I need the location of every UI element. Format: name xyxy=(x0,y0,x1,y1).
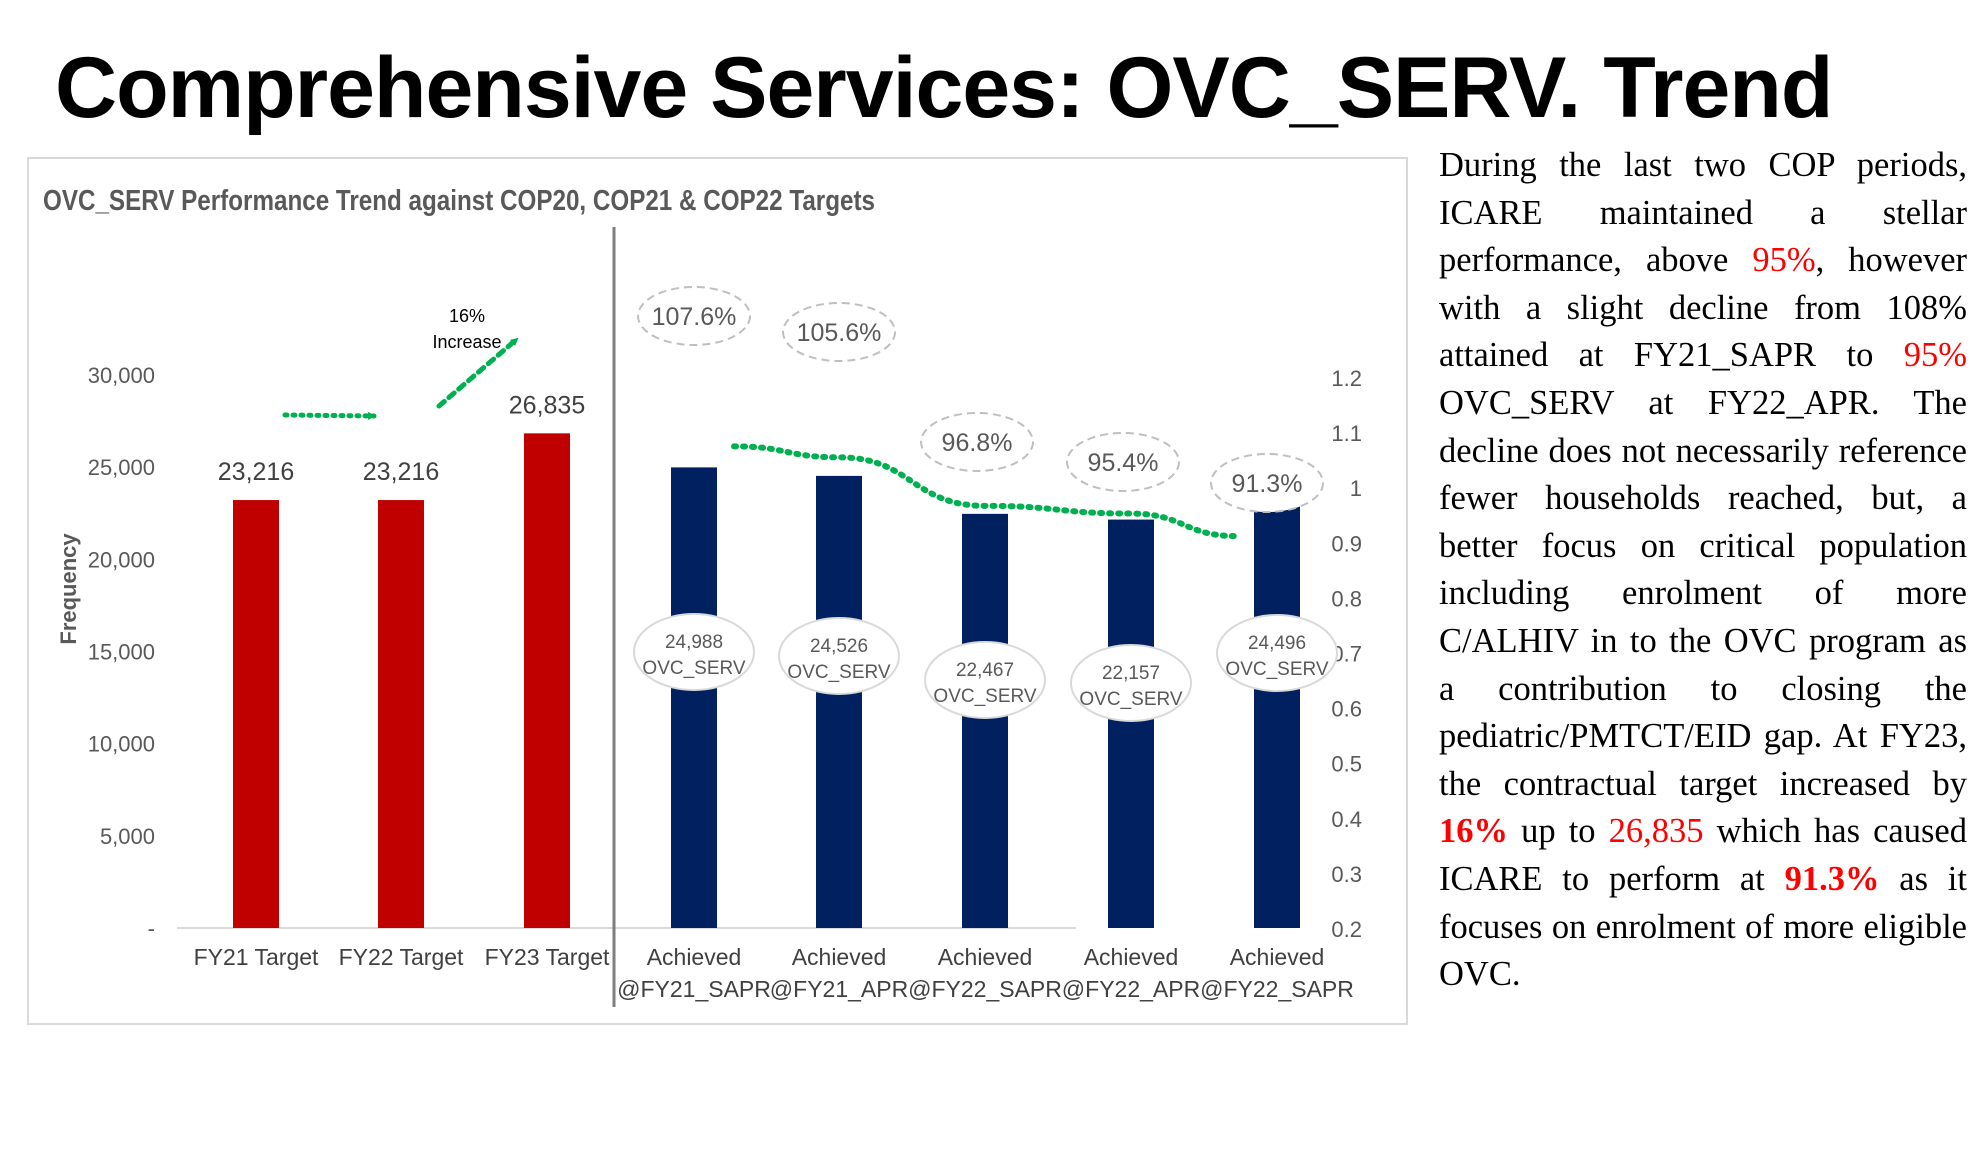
target-value-label: 23,216 xyxy=(218,458,294,486)
achieved-value-label: 24,526 OVC_SERV xyxy=(778,617,900,695)
narrative-segment: , however with a slight decline from 108… xyxy=(1439,241,1967,375)
chart: OVC_SERV Performance Trend against COP20… xyxy=(43,185,1362,1007)
highlight-figure-bold: 16% xyxy=(1439,812,1508,851)
y-tick-label: 25,000 xyxy=(88,455,155,480)
y2-tick-label: 0.3 xyxy=(1331,862,1362,887)
achieved-bar xyxy=(816,475,862,928)
svg-text:24,496: 24,496 xyxy=(1248,633,1306,654)
y2-tick-label: 0.8 xyxy=(1331,586,1362,611)
svg-text:24,526: 24,526 xyxy=(810,636,868,657)
performance-label: 107.6% xyxy=(637,286,751,346)
flat-target-arrow xyxy=(282,411,377,420)
y2-axis-ticks: 0.20.30.40.50.60.70.80.911.11.2 xyxy=(1331,366,1362,942)
narrative-segment: as it focuses on enrolment of more eligi… xyxy=(1439,859,1967,994)
target-bar xyxy=(524,433,570,928)
x-tick-label: Achieved xyxy=(938,944,1033,970)
y2-tick-label: 0.9 xyxy=(1331,531,1362,556)
svg-text:91.3%: 91.3% xyxy=(1232,470,1303,498)
slide-title: Comprehensive Services: OVC_SERV. Trend xyxy=(55,40,1833,136)
increase-annotation: 16% Increase xyxy=(432,306,501,352)
svg-text:107.6%: 107.6% xyxy=(652,303,737,331)
y-tick-label: 30,000 xyxy=(88,363,155,388)
y-axis-label: Frequency xyxy=(56,533,81,645)
performance-trend-line xyxy=(731,443,1240,540)
x-tick-label: @FY22_SAPR xyxy=(1200,976,1354,1002)
y2-tick-label: 1.2 xyxy=(1331,366,1362,391)
svg-text:OVC_SERV: OVC_SERV xyxy=(1225,659,1328,680)
narrative-segment: During the last two COP periods, ICARE m… xyxy=(1439,146,1967,280)
highlight-figure: 26,835 xyxy=(1608,812,1704,851)
y-tick-label: - xyxy=(148,916,155,941)
x-tick-label: FY23 Target xyxy=(485,944,610,970)
narrative-segment: up to xyxy=(1508,812,1609,851)
y2-tick-label: 0.5 xyxy=(1331,752,1362,777)
svg-text:105.6%: 105.6% xyxy=(797,319,882,347)
performance-label: 105.6% xyxy=(782,302,896,362)
y2-tick-label: 0.6 xyxy=(1331,697,1362,722)
performance-label: 96.8% xyxy=(920,412,1034,472)
x-tick-label: Achieved xyxy=(647,944,742,970)
highlight-figure: 95% xyxy=(1752,241,1816,280)
x-tick-label: @FY21_APR xyxy=(770,976,908,1002)
x-tick-label: Achieved xyxy=(792,944,887,970)
svg-text:22,157: 22,157 xyxy=(1102,663,1160,684)
svg-text:95.4%: 95.4% xyxy=(1088,449,1159,477)
y2-tick-label: 1 xyxy=(1350,476,1362,501)
narrative-segment: OVC_SERV at FY22_APR. The decline does n… xyxy=(1439,383,1967,803)
svg-text:16%: 16% xyxy=(449,306,485,326)
svg-text:OVC_SERV: OVC_SERV xyxy=(642,658,745,679)
svg-text:OVC_SERV: OVC_SERV xyxy=(1079,689,1182,710)
svg-text:96.8%: 96.8% xyxy=(942,429,1013,457)
y2-tick-label: 1.1 xyxy=(1331,421,1362,446)
svg-text:24,988: 24,988 xyxy=(665,632,723,653)
achieved-value-label: 22,157 OVC_SERV xyxy=(1070,644,1192,722)
svg-text:OVC_SERV: OVC_SERV xyxy=(933,686,1036,707)
y-tick-label: 10,000 xyxy=(88,732,155,757)
narrative-text: During the last two COP periods, ICARE m… xyxy=(1439,142,1967,999)
achieved-bar xyxy=(671,467,717,928)
x-tick-label: @FY21_SAPR xyxy=(617,976,771,1002)
x-tick-label: Achieved xyxy=(1084,944,1179,970)
x-tick-label: Achieved xyxy=(1230,944,1325,970)
svg-text:Increase: Increase xyxy=(432,332,501,352)
y2-tick-label: 0.2 xyxy=(1331,917,1362,942)
highlight-figure-bold: 91.3% xyxy=(1784,859,1880,898)
achieved-bar xyxy=(1108,519,1154,928)
x-tick-label: @FY22_APR xyxy=(1062,976,1200,1002)
y-tick-label: 15,000 xyxy=(88,640,155,665)
x-tick-label: FY22 Target xyxy=(339,944,464,970)
y-tick-label: 20,000 xyxy=(88,547,155,572)
chart-container: OVC_SERV Performance Trend against COP20… xyxy=(27,157,1408,1025)
achieved-value-label: 24,988 OVC_SERV xyxy=(633,613,755,691)
target-bar xyxy=(233,500,279,928)
y-axis-ticks: - 5,000 10,000 15,000 20,000 25,000 30,000 xyxy=(88,363,155,941)
achieved-value-label: 24,496 OVC_SERV xyxy=(1216,614,1338,692)
svg-text:22,467: 22,467 xyxy=(956,660,1014,681)
achieved-bar xyxy=(962,513,1008,928)
chart-title: OVC_SERV Performance Trend against COP20… xyxy=(43,185,875,217)
increase-arrow xyxy=(436,336,520,409)
highlight-figure: 95% xyxy=(1903,336,1967,375)
y2-tick-label: 0.4 xyxy=(1331,807,1362,832)
x-tick-label: FY21 Target xyxy=(194,944,319,970)
x-tick-label: @FY22_SAPR xyxy=(908,976,1062,1002)
target-value-label: 23,216 xyxy=(363,458,439,486)
svg-text:OVC_SERV: OVC_SERV xyxy=(787,662,890,683)
y-tick-label: 5,000 xyxy=(100,824,155,849)
target-value-label: 26,835 xyxy=(509,391,585,419)
achieved-value-label: 22,467 OVC_SERV xyxy=(924,641,1046,719)
performance-label: 95.4% xyxy=(1066,432,1180,492)
target-bar xyxy=(378,500,424,928)
narrative-segment: which has caused ICARE to perform at xyxy=(1439,812,1967,898)
performance-label: 91.3% xyxy=(1210,453,1324,513)
achieved-bar xyxy=(1254,476,1300,928)
